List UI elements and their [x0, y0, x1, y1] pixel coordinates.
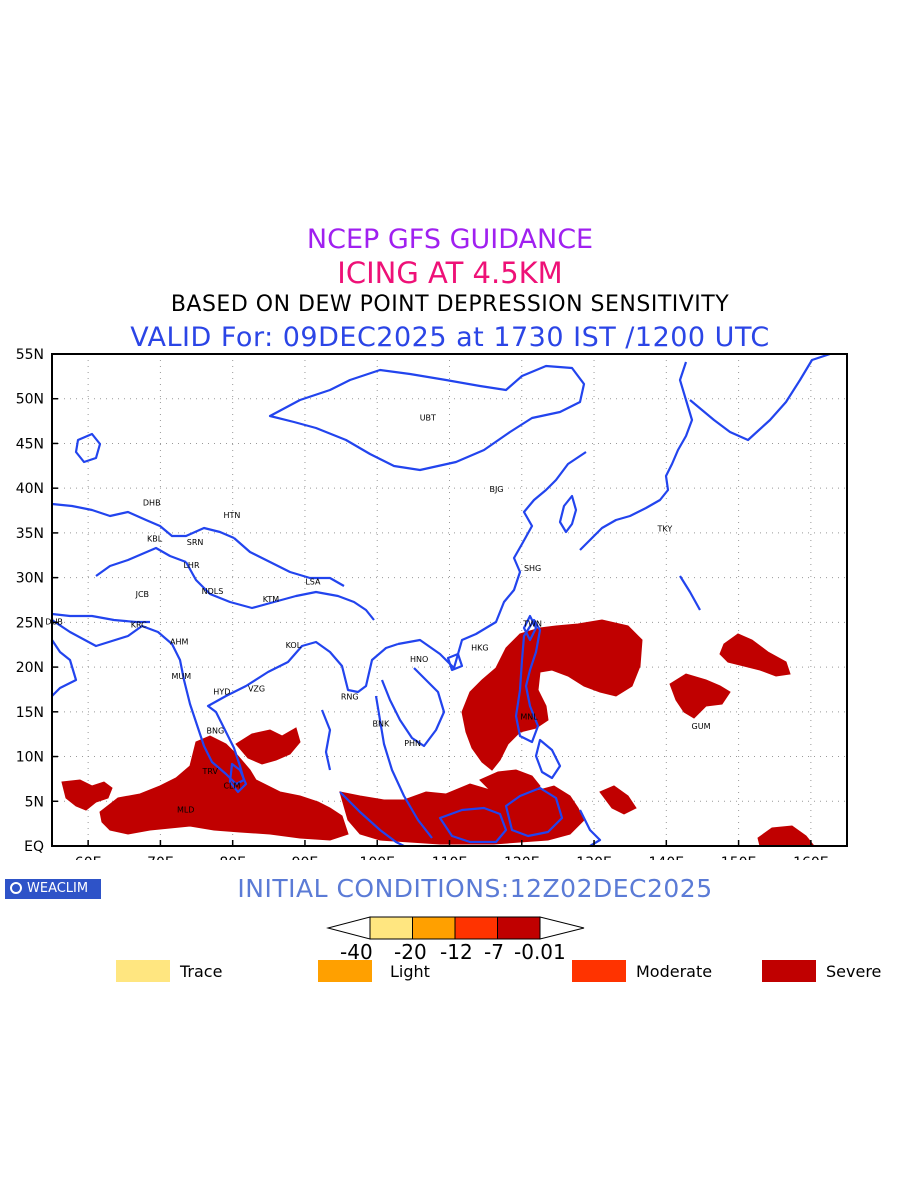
- station-srn: SRN: [187, 538, 204, 547]
- station-labels: UBT BJG TKY SHG TWN HKG HNO RNG BNK PHN MNL GUM LSA K…: [45, 414, 710, 815]
- legend-label-severe: Severe: [826, 962, 882, 981]
- colorbar-segment: [454, 916, 498, 940]
- station-htn: HTN: [224, 511, 241, 520]
- colorbar-label-2: -20: [394, 940, 427, 964]
- coastlines-and-borders: [52, 354, 831, 846]
- lat-tick-label: 45N: [16, 436, 44, 452]
- colorbar-segment: [412, 916, 456, 940]
- copyright-icon: [10, 882, 22, 894]
- station-tky: TKY: [657, 525, 673, 534]
- station-lhr: LHR: [183, 561, 199, 570]
- colorbar-segment: [369, 916, 413, 940]
- station-mnl: MNL: [520, 712, 538, 721]
- lat-tick-label: 25N: [16, 615, 44, 631]
- initial-conditions: INITIAL CONDITIONS:12Z02DEC2025: [237, 874, 713, 903]
- icing-map: 55N 50N 45N 40N 35N 30N 25N 20N 15N 10N 5N EQ 60E 70E…: [16, 347, 848, 860]
- station-phn: PHN: [404, 739, 421, 748]
- lon-tick-label: 70E: [147, 855, 174, 860]
- station-dub: DUB: [45, 618, 63, 627]
- lat-tick-label: 10N: [16, 750, 44, 766]
- station-ubt: UBT: [420, 414, 436, 423]
- station-shg: SHG: [524, 564, 541, 573]
- legend-swatch-light: [318, 960, 372, 982]
- lon-tick-label: 130E: [576, 855, 612, 860]
- station-trv: TRV: [202, 767, 219, 776]
- legend-swatch-trace: [116, 960, 170, 982]
- colorbar-arrow-right: [539, 916, 585, 940]
- lat-tick-label: 40N: [16, 481, 44, 497]
- lat-tick-label: 20N: [16, 660, 44, 676]
- colorbar-segment: [497, 916, 541, 940]
- station-hyd: HYD: [213, 687, 230, 696]
- lat-tick-label: 50N: [16, 392, 44, 408]
- station-bnk: BNK: [372, 720, 389, 729]
- lat-tick-label: 5N: [25, 794, 44, 810]
- lat-tick-label: 55N: [16, 347, 44, 363]
- map-axes: 55N 50N 45N 40N 35N 30N 25N 20N 15N 10N 5N EQ 60E 70E…: [16, 347, 829, 860]
- chart-method-note: BASED ON DEW POINT DEPRESSION SENSITIVIT…: [170, 292, 730, 317]
- lat-tick-label: EQ: [24, 839, 44, 855]
- weaclim-logo: WEACLIM: [5, 879, 101, 899]
- station-clm: CLM: [223, 781, 240, 790]
- station-ahm: AHM: [170, 637, 188, 646]
- station-hno: HNO: [410, 655, 428, 664]
- lon-tick-label: 60E: [75, 855, 102, 860]
- station-mld: MLD: [177, 805, 195, 814]
- colorbar: [326, 916, 585, 940]
- lon-tick-label: 110E: [432, 855, 468, 860]
- logo-text: WEACLIM: [27, 881, 89, 896]
- station-kbl: KBL: [147, 534, 163, 543]
- lat-tick-label: 15N: [16, 705, 44, 721]
- station-jcb: JCB: [135, 590, 149, 599]
- station-hkg: HKG: [471, 644, 488, 653]
- station-gum: GUM: [692, 722, 711, 731]
- lon-tick-label: 150E: [721, 855, 757, 860]
- station-bjg: BJG: [489, 485, 503, 494]
- lon-tick-label: 80E: [219, 855, 246, 860]
- station-ktm: KTM: [263, 595, 280, 604]
- legend-label-trace: Trace: [180, 962, 223, 981]
- chart-title: NCEP GFS GUIDANCE: [306, 224, 594, 255]
- lon-tick-label: 120E: [504, 855, 540, 860]
- legend-swatch-severe: [762, 960, 816, 982]
- colorbar-arrow-left: [326, 916, 371, 940]
- lon-tick-label: 140E: [649, 855, 685, 860]
- station-mum: MUM: [172, 672, 192, 681]
- lon-tick-label: 90E: [292, 855, 319, 860]
- severe-icing-regions: [61, 619, 815, 846]
- lat-tick-label: 30N: [16, 571, 44, 587]
- legend-label-light: Light: [390, 962, 430, 981]
- station-kol: KOL: [286, 641, 302, 650]
- station-bng: BNG: [207, 727, 225, 736]
- legend-swatch-moderate: [572, 960, 626, 982]
- colorbar-label-5: -0.01: [514, 940, 566, 964]
- legend-label-moderate: Moderate: [636, 962, 713, 981]
- lon-tick-label: 160E: [793, 855, 829, 860]
- station-lsa: LSA: [305, 577, 321, 586]
- colorbar-label-3: -12: [440, 940, 473, 964]
- station-dhb: DHB: [143, 499, 161, 508]
- colorbar-label-4: -7: [484, 940, 504, 964]
- station-rng: RNG: [341, 693, 359, 702]
- station-krc: KRC: [131, 620, 147, 629]
- valid-time: VALID For: 09DEC2025 at 1730 IST /1200 U…: [130, 322, 770, 353]
- chart-subtitle: ICING AT 4.5KM: [337, 256, 563, 290]
- station-vzg: VZG: [248, 685, 265, 694]
- lat-tick-label: 35N: [16, 526, 44, 542]
- station-twn: TWN: [522, 619, 542, 628]
- station-ndls: NDLS: [202, 587, 224, 596]
- lon-tick-label: 100E: [359, 855, 395, 860]
